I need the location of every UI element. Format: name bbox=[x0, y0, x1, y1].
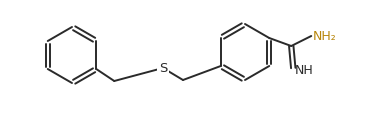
Text: S: S bbox=[159, 62, 167, 74]
Text: NH₂: NH₂ bbox=[313, 29, 337, 43]
Text: NH: NH bbox=[295, 63, 314, 77]
